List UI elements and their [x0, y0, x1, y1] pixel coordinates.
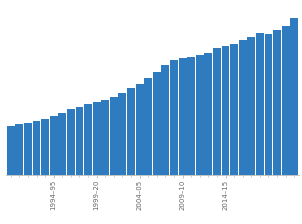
Bar [84, 104, 92, 175]
Bar [178, 58, 187, 175]
Bar [265, 34, 272, 175]
Bar [290, 18, 298, 175]
Bar [110, 97, 118, 175]
Bar [213, 48, 221, 175]
Bar [15, 124, 23, 175]
Bar [58, 113, 66, 175]
Bar [118, 93, 127, 175]
Bar [162, 65, 169, 175]
Bar [239, 40, 247, 175]
Bar [247, 37, 255, 175]
Bar [33, 121, 40, 175]
Bar [7, 126, 15, 175]
Bar [136, 84, 143, 175]
Bar [24, 123, 32, 175]
Bar [153, 72, 161, 175]
Bar [256, 33, 264, 175]
Bar [273, 30, 281, 175]
Bar [222, 46, 230, 175]
Bar [204, 53, 212, 175]
Bar [144, 78, 152, 175]
Bar [282, 26, 290, 175]
Bar [101, 100, 109, 175]
Bar [170, 60, 178, 175]
Bar [93, 102, 101, 175]
Bar [196, 56, 204, 175]
Bar [67, 110, 75, 175]
Bar [230, 44, 238, 175]
Bar [41, 119, 49, 175]
Bar [187, 57, 195, 175]
Bar [50, 116, 58, 175]
Bar [76, 107, 83, 175]
Bar [127, 88, 135, 175]
